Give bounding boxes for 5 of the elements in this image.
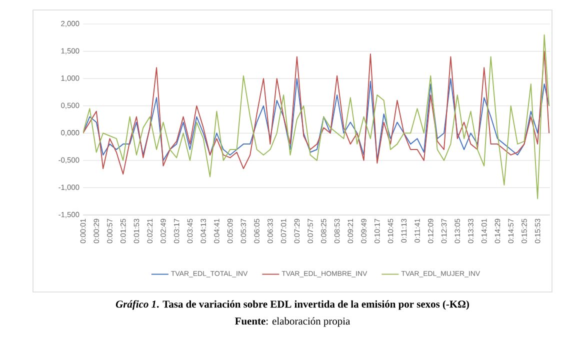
line-series (83, 50, 550, 175)
line-series (83, 34, 550, 200)
line-series (83, 78, 550, 161)
text: Fuente: elaboración propia (235, 317, 350, 327)
text: Gráfico 1. Tasa de variación sobre EDL invertida de la emisión por sexos (-KΩ) (116, 300, 469, 310)
